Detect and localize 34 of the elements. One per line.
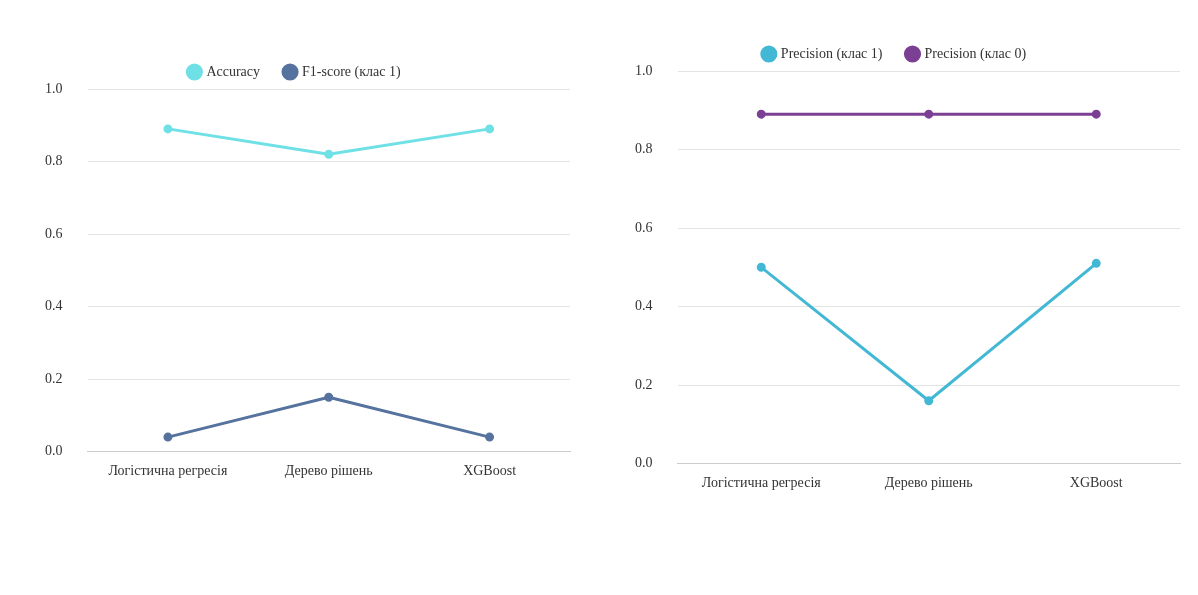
- y-tick-label: 0.6: [45, 225, 63, 241]
- point: [324, 149, 334, 159]
- y-tick-label: 0.8: [45, 153, 63, 169]
- x-tick-label: Дерево рішень: [884, 474, 973, 490]
- point: [756, 262, 766, 272]
- legend-label: Accuracy: [206, 63, 261, 79]
- y-tick-label: 1.0: [45, 80, 63, 96]
- x-tick-label: XGBoost: [463, 462, 517, 478]
- y-tick-label: 0.0: [45, 443, 63, 459]
- point: [163, 432, 173, 442]
- y-tick-label: 1.0: [635, 62, 653, 78]
- x-tick-label: XGBoost: [1069, 474, 1123, 490]
- point: [485, 124, 495, 134]
- point: [485, 432, 495, 442]
- y-tick-label: 0.2: [635, 376, 653, 392]
- x-tick-label: Дерево рішень: [284, 462, 373, 478]
- legend-label: Precision (клас 1): [780, 45, 883, 62]
- y-tick-label: 0.2: [45, 370, 63, 386]
- point: [924, 109, 934, 119]
- point: [1091, 258, 1101, 268]
- y-tick-label: 0.4: [635, 298, 653, 314]
- y-tick-label: 0.8: [635, 141, 653, 157]
- x-tick-label: Логістична регресія: [701, 474, 822, 490]
- point: [163, 124, 173, 134]
- y-tick-label: 0.4: [45, 298, 63, 314]
- y-tick-label: 0.0: [635, 455, 653, 471]
- x-tick-label: Логістична регресія: [108, 462, 228, 478]
- point: [924, 396, 934, 406]
- y-tick-label: 0.6: [635, 219, 653, 235]
- point: [1091, 109, 1101, 119]
- point: [324, 392, 334, 402]
- legend-label: Precision (клас 0): [924, 45, 1027, 62]
- point: [756, 109, 766, 119]
- legend-label: F1-score (клас 1): [302, 63, 401, 80]
